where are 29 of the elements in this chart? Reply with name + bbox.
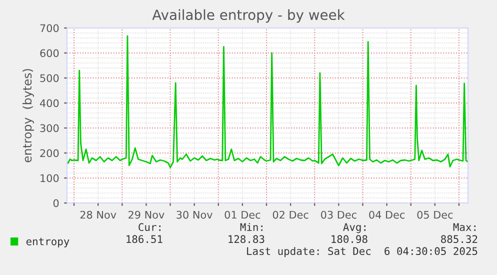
legend-label: entropy xyxy=(26,238,70,248)
text: 186.51 xyxy=(126,235,162,244)
chart-title: Available entropy - by week xyxy=(152,9,345,23)
y-tick-label: 700 xyxy=(40,24,59,32)
text: Max: xyxy=(453,223,476,232)
x-tick-label: 30 Nov xyxy=(176,210,212,219)
text: 128.83 xyxy=(228,235,264,244)
x-tick-label: 02 Dec xyxy=(272,210,308,219)
text: Cur: xyxy=(138,223,160,232)
line-series xyxy=(67,35,468,168)
text: Last update: Sat Dec 6 04:30:05 2025 xyxy=(247,246,478,258)
x-tick-label: 04 Dec xyxy=(369,210,405,219)
text: Avg: xyxy=(343,223,366,234)
x-tick-label: 01 Dec xyxy=(224,210,260,219)
x-tick-label: 29 Nov xyxy=(128,210,164,219)
x-tick-label: 28 Nov xyxy=(80,210,116,219)
x-tick-label: 05 Dec xyxy=(417,210,453,219)
y-axis-title: entropy (bytes) xyxy=(22,69,34,162)
text: Min: xyxy=(240,222,262,231)
text: 180.98 xyxy=(332,235,368,244)
y-tick-label: 100 xyxy=(40,174,59,182)
y-tick-label: 200 xyxy=(40,149,59,158)
y-tick-label: 400 xyxy=(40,99,59,108)
y-tick-label: 0 xyxy=(53,199,59,208)
y-tick-label: 300 xyxy=(40,124,59,132)
x-tick-label: 03 Dec xyxy=(321,210,356,219)
y-tick-label: 600 xyxy=(40,49,59,58)
text: 885.32 xyxy=(441,235,478,244)
y-tick-label: 500 xyxy=(40,74,59,82)
